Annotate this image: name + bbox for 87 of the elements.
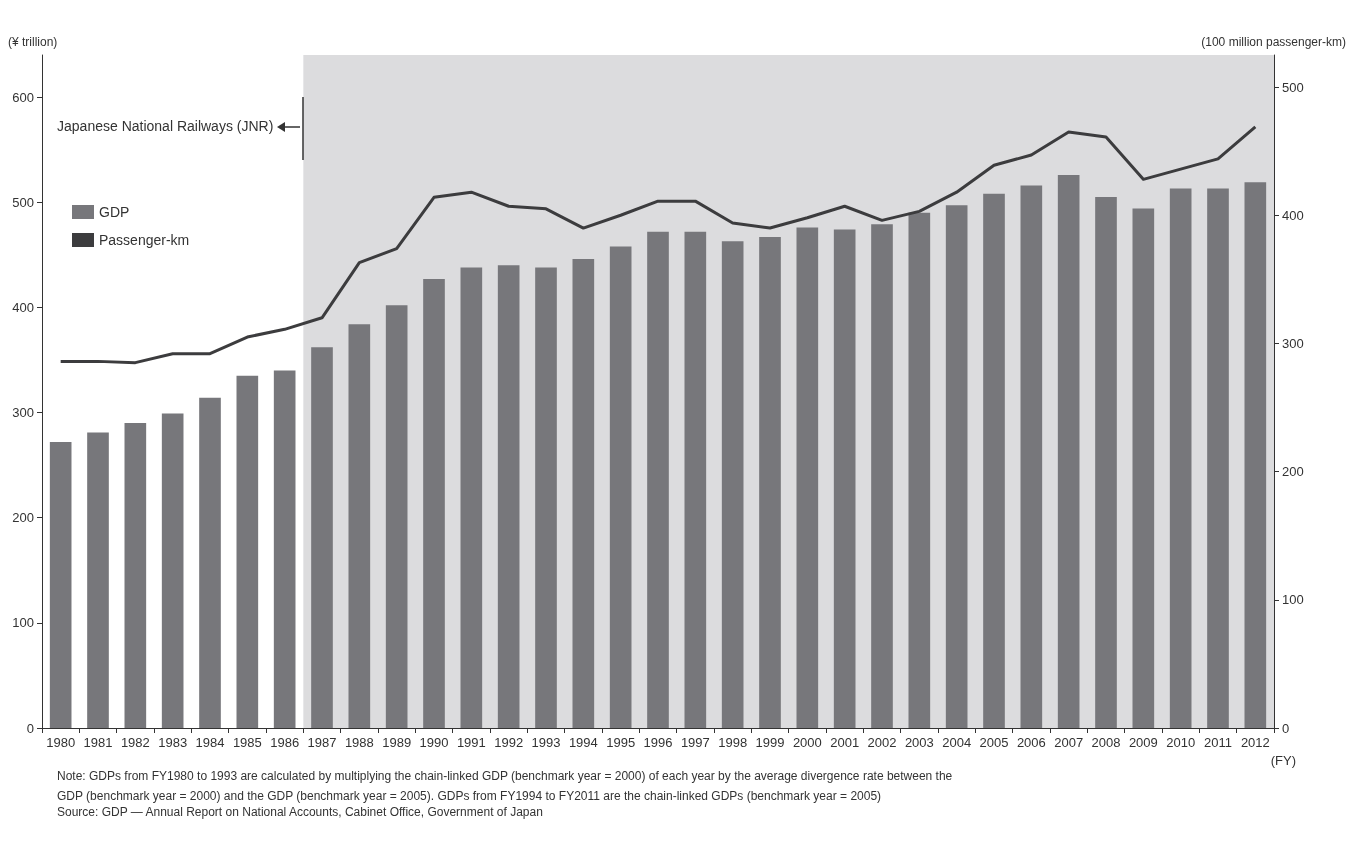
x-tick-label: 2003 <box>904 735 934 750</box>
x-tick-label: 1985 <box>232 735 262 750</box>
bar <box>647 231 669 728</box>
bar <box>1169 188 1192 728</box>
x-tick-label: 2000 <box>792 735 822 750</box>
y2-tick-label: 500 <box>1282 79 1304 95</box>
bar <box>1132 208 1155 728</box>
bar <box>1020 185 1043 728</box>
source-note: Source: GDP — Annual Report on National Accounts, Cabinet Office, Government of Japan <box>57 805 543 819</box>
bar <box>1207 188 1229 728</box>
bar <box>721 241 744 728</box>
x-tick-label: 1987 <box>307 735 337 750</box>
bar <box>572 259 595 728</box>
x-tick-label: 1983 <box>158 735 188 750</box>
x-tick-label: 2005 <box>979 735 1009 750</box>
x-tick-label: 1994 <box>568 735 598 750</box>
bar <box>1244 182 1267 728</box>
bar <box>348 324 371 728</box>
y-tick-label: 100 <box>12 615 34 631</box>
bar <box>273 370 296 728</box>
text: Note: GDPs from FY1980 to 1993 are calculated by multiplying the chain-linked GDP (benchmark year = 2000) of each year by the average divergence rate between the GDP (benchmark year = 2000) and the GDP (benchmark year = 2005). GDPs from FY1994 to FY2011 are the chain-linked GDPs (benchmark year = 2005) <box>57 769 956 803</box>
x-tick-label: 1989 <box>382 735 412 750</box>
bar <box>161 413 184 728</box>
bar <box>833 229 856 728</box>
bar <box>1095 196 1117 728</box>
annotation: Japanese National Railways (JNR) <box>57 118 274 134</box>
y2-tick-label: 100 <box>1282 592 1304 608</box>
bar <box>684 231 707 728</box>
bar <box>385 305 408 728</box>
x-tick-label: 2010 <box>1166 735 1196 750</box>
bar <box>945 205 968 728</box>
y2-tick-label: 400 <box>1282 207 1304 223</box>
bar <box>609 246 632 728</box>
bar <box>796 227 819 728</box>
y-tick-label: 400 <box>12 299 34 315</box>
bar <box>423 278 445 728</box>
bar <box>236 375 259 728</box>
bar <box>49 441 72 728</box>
x-tick-label: 2008 <box>1091 735 1121 750</box>
bar <box>124 423 147 728</box>
y-tick-label: 0 <box>26 720 34 736</box>
x-tick-label: 1991 <box>456 735 486 750</box>
y-tick-label: 300 <box>12 405 34 421</box>
y2-tick-label: 0 <box>1282 720 1290 736</box>
bar <box>983 193 1005 728</box>
y2-tick-label: 200 <box>1282 464 1304 480</box>
x-tick-label: 1999 <box>755 735 785 750</box>
y-axis-title: (¥ trillion) <box>8 35 58 49</box>
legend-label: GDP <box>99 204 130 220</box>
x-tick-label: 1990 <box>419 735 449 750</box>
bar <box>908 212 931 728</box>
bar <box>460 267 483 728</box>
x-tick-label: 2012 <box>1240 735 1270 750</box>
y2-tick-label: 300 <box>1282 335 1304 351</box>
x-tick-label: 1988 <box>344 735 374 750</box>
y2-axis-title: (100 million passenger-km) <box>1201 35 1347 49</box>
bar <box>199 397 221 728</box>
y-tick-label: 500 <box>12 194 34 210</box>
bar <box>1057 174 1080 728</box>
x-tick-label: 1986 <box>270 735 300 750</box>
x-tick-label: 2007 <box>1054 735 1084 750</box>
x-tick-label: 2004 <box>942 735 972 750</box>
x-axis-title: (FY) <box>1270 753 1297 768</box>
x-tick-label: 2009 <box>1128 735 1158 750</box>
x-tick-label: 1982 <box>120 735 150 750</box>
x-tick-label: 1993 <box>531 735 561 750</box>
bar <box>759 236 781 728</box>
x-tick-label: 2002 <box>867 735 897 750</box>
y-tick-label: 600 <box>12 89 34 105</box>
x-tick-label: 1997 <box>680 735 710 750</box>
bar <box>535 267 557 728</box>
x-tick-label: 1998 <box>718 735 748 750</box>
legend-label: Passenger-km <box>99 232 190 248</box>
x-tick-label: 1992 <box>494 735 524 750</box>
x-tick-label: 2001 <box>830 735 860 750</box>
bar <box>87 432 109 728</box>
x-tick-label: 2006 <box>1016 735 1046 750</box>
bar <box>871 224 893 728</box>
x-tick-label: 1995 <box>606 735 636 750</box>
bar <box>311 347 333 728</box>
bar <box>497 265 520 728</box>
y-tick-label: 200 <box>12 510 34 526</box>
x-tick-label: 1980 <box>46 735 76 750</box>
x-tick-label: 2011 <box>1204 735 1232 750</box>
x-tick-label: 1984 <box>195 735 225 750</box>
x-tick-label: 1981 <box>83 735 113 750</box>
x-tick-label: 1996 <box>643 735 673 750</box>
